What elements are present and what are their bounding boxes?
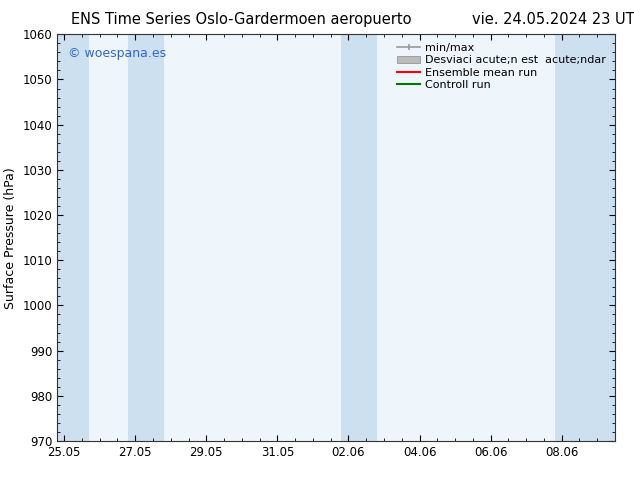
Bar xyxy=(555,34,615,441)
Legend: min/max, Desviaci acute;n est  acute;ndar, Ensemble mean run, Controll run: min/max, Desviaci acute;n est acute;ndar… xyxy=(394,40,609,93)
Y-axis label: Surface Pressure (hPa): Surface Pressure (hPa) xyxy=(4,167,17,309)
Bar xyxy=(57,34,89,441)
Text: vie. 24.05.2024 23 UTC: vie. 24.05.2024 23 UTC xyxy=(472,12,634,27)
Text: © woespana.es: © woespana.es xyxy=(68,47,166,59)
Bar xyxy=(128,34,164,441)
Text: ENS Time Series Oslo-Gardermoen aeropuerto: ENS Time Series Oslo-Gardermoen aeropuer… xyxy=(70,12,411,27)
Bar xyxy=(341,34,377,441)
